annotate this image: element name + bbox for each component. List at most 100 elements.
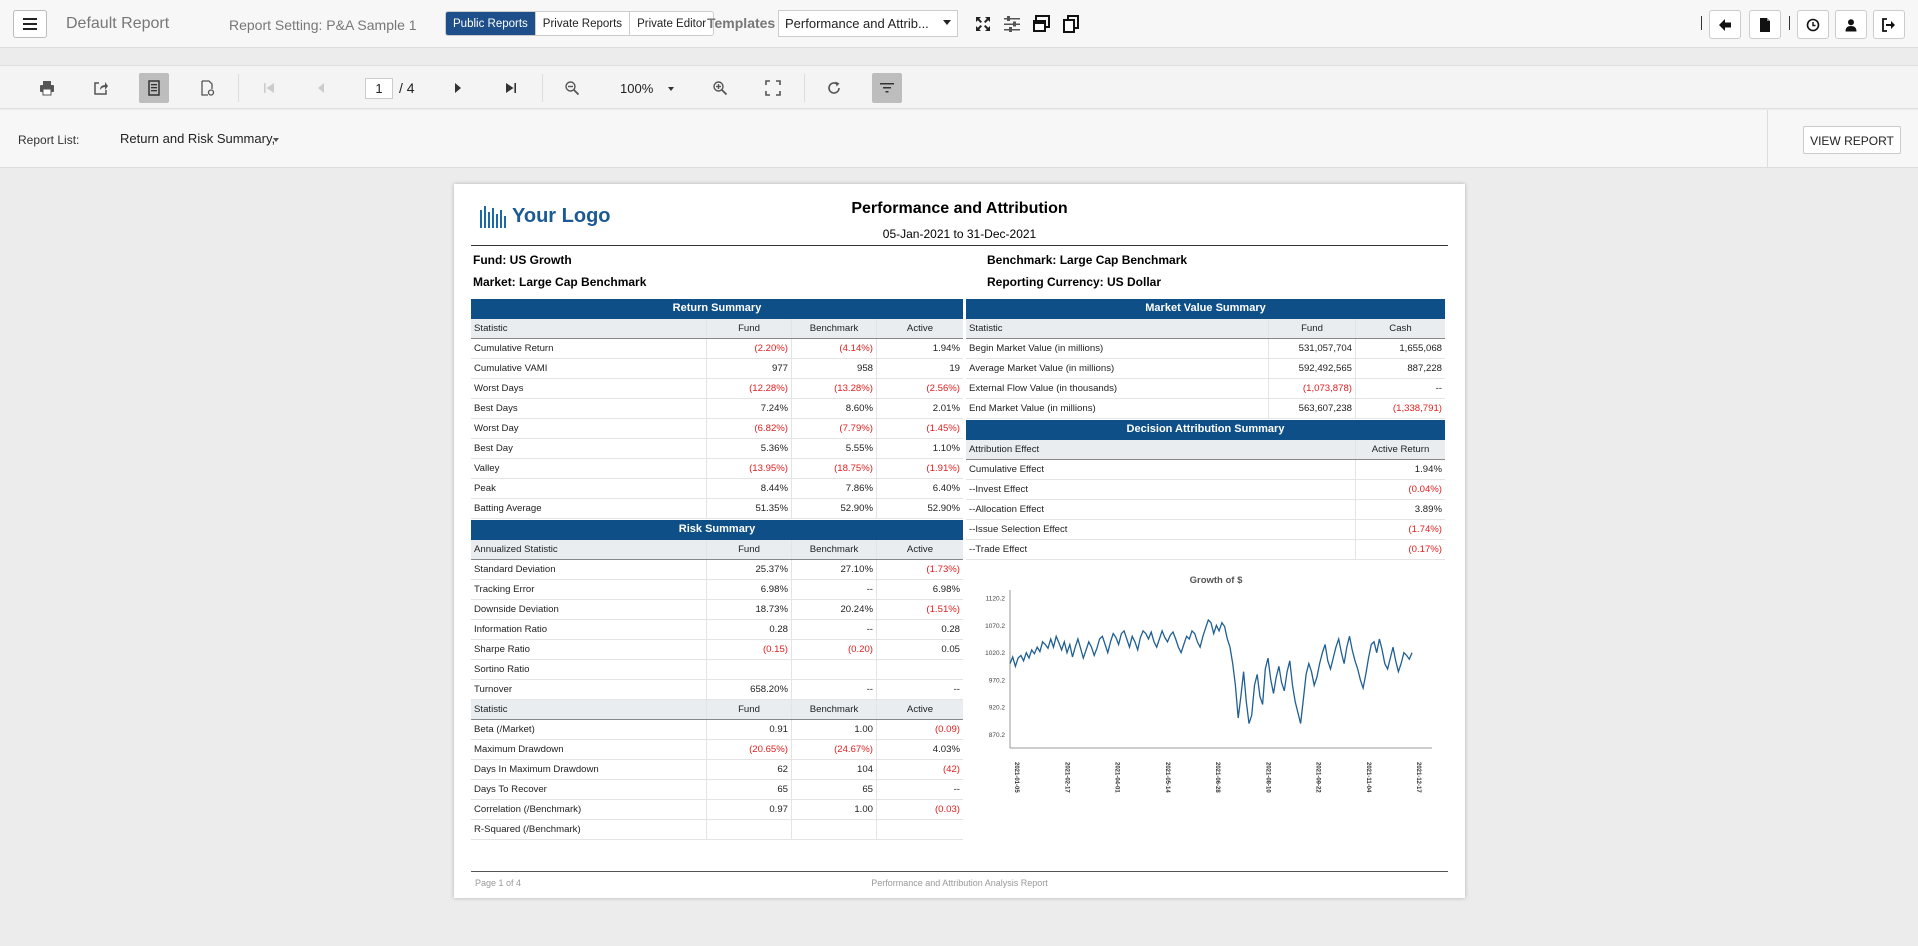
fullscreen-button[interactable] bbox=[972, 13, 994, 35]
column-header: Statistic bbox=[471, 319, 707, 338]
table-cell: (42) bbox=[942, 764, 960, 775]
table-cell: (13.95%) bbox=[707, 459, 792, 478]
column-header: Statistic bbox=[966, 319, 1269, 338]
table-cell: -- bbox=[953, 684, 960, 695]
zoom-out-button[interactable] bbox=[557, 73, 587, 103]
row-label: Cumulative VAMI bbox=[471, 359, 707, 378]
table-row: --Invest Effect (0.04%) bbox=[966, 480, 1445, 500]
row-label: Turnover bbox=[471, 680, 707, 699]
page-settings-button[interactable] bbox=[192, 73, 222, 103]
row-label: R-Squared (/Benchmark) bbox=[471, 820, 707, 839]
user-button[interactable] bbox=[1835, 10, 1867, 39]
column-header: Cash bbox=[1389, 323, 1412, 334]
column-header: Benchmark bbox=[792, 319, 877, 338]
row-label: Batting Average bbox=[471, 499, 707, 518]
footer-page: Page 1 of 4 bbox=[475, 878, 522, 888]
arrow-left-icon bbox=[1719, 18, 1731, 31]
viewer-toolbar: 1 / 4 100% bbox=[0, 65, 1918, 109]
column-header: Benchmark bbox=[792, 700, 877, 719]
x-tick-label: 2021-08-10 bbox=[1264, 762, 1270, 793]
view-report-button[interactable]: VIEW REPORT bbox=[1803, 126, 1901, 154]
last-page-button[interactable] bbox=[496, 73, 526, 103]
table-cell: 7.86% bbox=[792, 479, 877, 498]
first-page-button[interactable] bbox=[254, 73, 284, 103]
print-button[interactable] bbox=[32, 73, 62, 103]
table-cell bbox=[792, 660, 877, 679]
report-scope-tabs: Public Reports Private Reports Private E… bbox=[445, 11, 715, 36]
top-bar: Default Report Report Setting: P&A Sampl… bbox=[0, 0, 1918, 48]
row-label: Days In Maximum Drawdown bbox=[471, 760, 707, 779]
row-label: Downside Deviation bbox=[471, 600, 707, 619]
export-button[interactable] bbox=[86, 73, 116, 103]
caret-down-icon[interactable] bbox=[273, 138, 279, 142]
table-row: Days To Recover 65 65 -- bbox=[471, 780, 963, 800]
divider bbox=[471, 245, 1448, 246]
back-button[interactable] bbox=[1709, 10, 1741, 39]
table-row: Sharpe Ratio (0.15) (0.20) 0.05 bbox=[471, 640, 963, 660]
table-cell: (0.09) bbox=[934, 724, 960, 735]
settings-sliders-button[interactable] bbox=[1001, 13, 1023, 35]
page-gear-icon bbox=[201, 80, 215, 96]
history-button[interactable] bbox=[1797, 10, 1829, 39]
x-tick-label: 2021-02-17 bbox=[1063, 762, 1069, 793]
zoom-level[interactable]: 100% bbox=[620, 81, 654, 96]
table-cell: 52.90% bbox=[927, 503, 960, 514]
report-list-label: Report List: bbox=[18, 133, 80, 147]
x-tick-label: 2021-12-17 bbox=[1415, 762, 1421, 793]
column-header: Statistic bbox=[471, 700, 707, 719]
table-header-row: Statistic Fund Cash bbox=[966, 319, 1445, 339]
table-row: Valley (13.95%) (18.75%) (1.91%) bbox=[471, 459, 963, 479]
table-cell bbox=[792, 820, 877, 839]
row-label: Best Day bbox=[471, 439, 707, 458]
table-row: Sortino Ratio bbox=[471, 660, 963, 680]
fit-page-button[interactable] bbox=[758, 73, 788, 103]
tab-public-reports[interactable]: Public Reports bbox=[446, 12, 536, 35]
divider bbox=[471, 871, 1448, 872]
refresh-button[interactable] bbox=[819, 73, 849, 103]
report-list-select[interactable]: Return and Risk Summary, bbox=[120, 131, 276, 146]
filter-toggle[interactable] bbox=[872, 73, 902, 103]
x-tick-label: 2021-04-01 bbox=[1114, 762, 1120, 793]
copy-button[interactable] bbox=[1060, 13, 1082, 35]
tab-private-editor[interactable]: Private Editor bbox=[637, 18, 707, 30]
decision-attribution-table: Decision Attribution Summary Attribution… bbox=[966, 420, 1445, 560]
column-header: Fund bbox=[707, 700, 792, 719]
y-tick-label: 920.2 bbox=[989, 705, 1006, 712]
table-cell: (0.17%) bbox=[1408, 544, 1442, 555]
row-label: Sortino Ratio bbox=[471, 660, 707, 679]
footer-title: Performance and Attribution Analysis Rep… bbox=[871, 878, 1048, 888]
table-cell: 1.94% bbox=[1414, 464, 1442, 475]
table-cell: 0.28 bbox=[707, 620, 792, 639]
y-tick-label: 870.2 bbox=[989, 732, 1006, 739]
template-select[interactable]: Performance and Attrib... bbox=[778, 10, 958, 37]
row-label: Beta (/Market) bbox=[471, 720, 707, 739]
column-header: Fund bbox=[1269, 319, 1356, 338]
page-view-toggle[interactable] bbox=[139, 73, 169, 103]
window-button[interactable] bbox=[1030, 13, 1052, 35]
table-row: Cumulative VAMI 977 958 19 bbox=[471, 359, 963, 379]
share-export-icon bbox=[94, 82, 108, 95]
table-cell: (0.04%) bbox=[1408, 484, 1442, 495]
table-cell: 27.10% bbox=[792, 560, 877, 579]
table-cell: (1.91%) bbox=[926, 463, 960, 474]
table-cell: -- bbox=[953, 784, 960, 795]
separator bbox=[1789, 16, 1790, 30]
next-page-button[interactable] bbox=[443, 73, 473, 103]
page-number-input[interactable]: 1 bbox=[365, 78, 393, 99]
hamburger-menu-button[interactable] bbox=[13, 10, 47, 38]
table-cell: 104 bbox=[792, 760, 877, 779]
tab-private-reports[interactable]: Private Reports bbox=[536, 12, 631, 35]
table-cell: (2.56%) bbox=[926, 383, 960, 394]
table-cell: (24.67%) bbox=[792, 740, 877, 759]
table-header-row: Statistic Fund Benchmark Active bbox=[471, 700, 963, 720]
document-button[interactable] bbox=[1749, 10, 1781, 39]
previous-page-button[interactable] bbox=[306, 73, 336, 103]
zoom-caret-icon[interactable] bbox=[668, 87, 674, 91]
zoom-in-button[interactable] bbox=[705, 73, 735, 103]
copy-icon bbox=[1063, 15, 1079, 33]
table-cell: 1.94% bbox=[932, 343, 960, 354]
row-label: Worst Day bbox=[471, 419, 707, 438]
series-line bbox=[1009, 618, 1413, 724]
logout-button[interactable] bbox=[1873, 10, 1905, 39]
growth-chart: Growth of $ 1120.2 1070.2 1020.2 970.2 920.2 8… bbox=[985, 575, 1432, 793]
